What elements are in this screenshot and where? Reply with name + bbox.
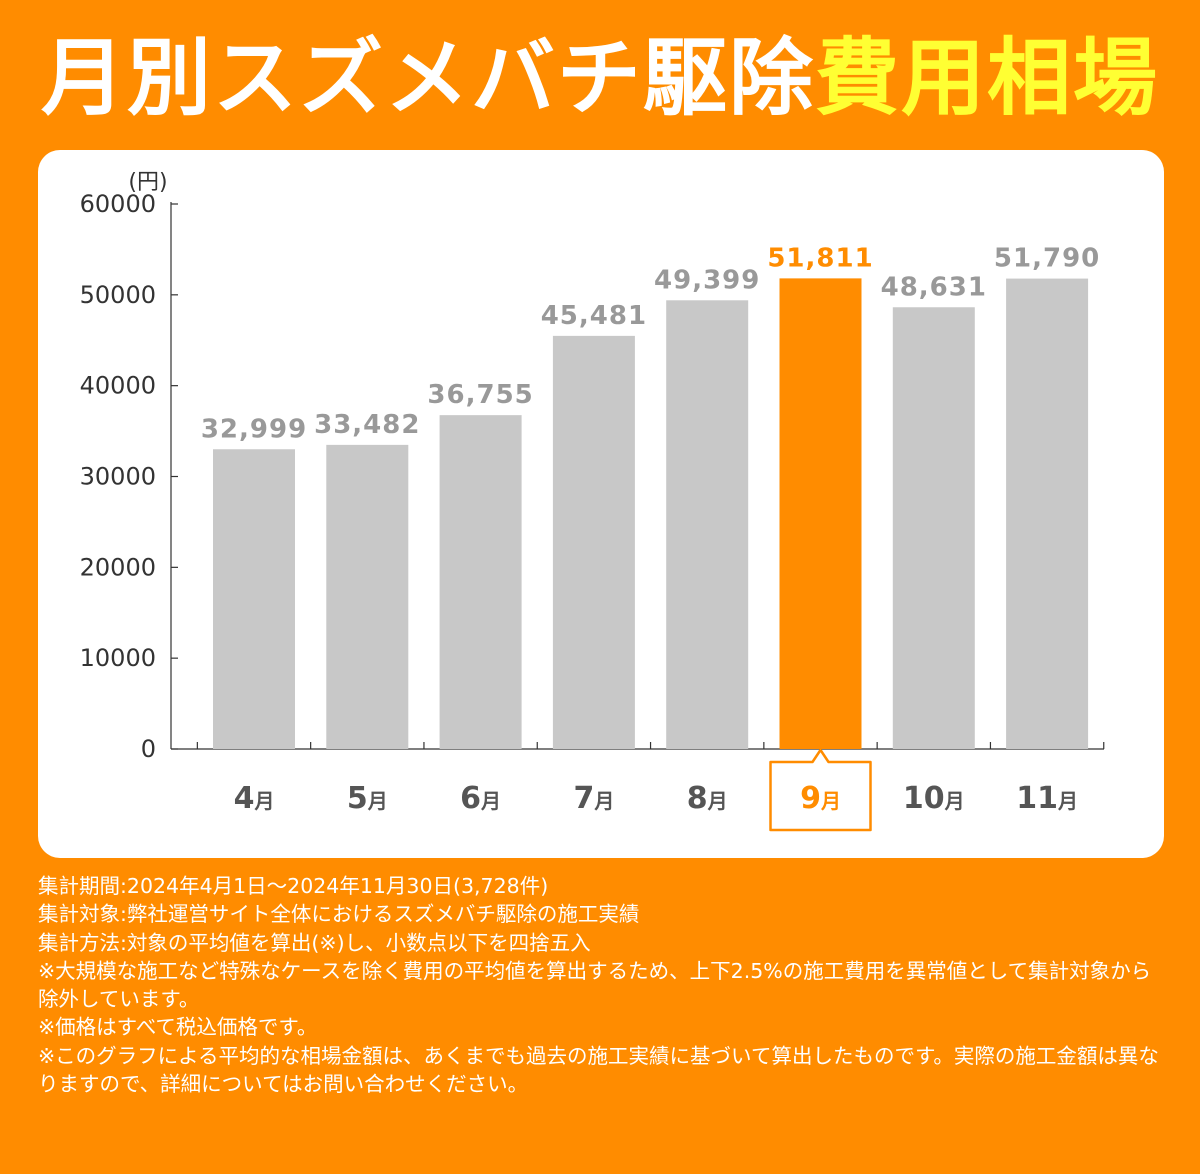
note-exclusion: ※大規模な施工など特殊なケースを除く費用の平均値を算出するため、上下2.5%の施…: [38, 958, 1152, 1012]
note-disclaimer: ※このグラフによる平均的な相場金額は、あくまでも過去の施工実績に基づいて算出した…: [38, 1043, 1159, 1097]
bar-chart: (円) 0 10000 20000 30000 40000 50000 60000 32,999…: [80, 170, 1105, 832]
bar-7月: [552, 335, 635, 749]
value-label: 36,755: [427, 380, 533, 410]
x-tick-label: 11月: [1016, 781, 1078, 816]
bar-10月: [892, 307, 975, 749]
x-tick-label: 8月: [687, 781, 728, 816]
value-label: 51,811: [767, 243, 873, 273]
y-tick-label: 50000: [80, 281, 156, 309]
y-tick-label: 20000: [80, 553, 156, 581]
bar-8月: [666, 300, 749, 749]
note-period: 集計期間:2024年4月1日〜2024年11月30日(3,728件): [38, 874, 549, 898]
x-tick-label: 7月: [573, 781, 614, 816]
y-tick-label: 0: [141, 735, 156, 763]
y-tick-label: 40000: [80, 372, 156, 400]
title-main: 月別スズメバチ駆除: [40, 29, 815, 127]
bar-11月: [1006, 278, 1089, 749]
chart-card: (円) 0 10000 20000 30000 40000 50000 60000 32,999…: [38, 150, 1164, 858]
bar-4月: [213, 449, 295, 749]
y-tick-label: 30000: [80, 463, 156, 491]
value-label: 32,999: [201, 414, 307, 444]
value-label: 33,482: [314, 410, 420, 440]
bar-6月: [439, 415, 522, 749]
value-label: 45,481: [541, 301, 647, 331]
note-method: 集計方法:対象の平均値を算出(※)し、小数点以下を四捨五入: [38, 930, 591, 955]
value-label: 49,399: [654, 265, 760, 295]
y-tick-label: 60000: [80, 190, 156, 218]
title-highlight: 費用相場: [815, 29, 1160, 127]
bar-5月: [326, 444, 409, 749]
value-label: 51,790: [994, 244, 1100, 274]
x-tick-label: 9月: [800, 781, 841, 816]
notes: 集計期間:2024年4月1日〜2024年11月30日(3,728件) 集計対象:…: [38, 872, 1164, 1098]
highlight-callout: [769, 748, 872, 832]
y-unit-label: (円): [128, 170, 167, 195]
x-tick-label: 4月: [234, 781, 275, 816]
x-tick-label: 10月: [903, 781, 965, 816]
chart-title: 月別スズメバチ駆除費用相場: [0, 18, 1200, 138]
bar-9月: [779, 278, 862, 749]
x-tick-label: 5月: [347, 781, 388, 816]
note-target: 集計対象:弊社運営サイト全体におけるスズメバチ駆除の施工実績: [38, 902, 640, 927]
x-tick-label: 6月: [460, 781, 501, 816]
value-label: 48,631: [881, 272, 987, 302]
note-tax: ※価格はすべて税込価格です。: [38, 1015, 318, 1040]
y-tick-label: 10000: [80, 644, 156, 672]
